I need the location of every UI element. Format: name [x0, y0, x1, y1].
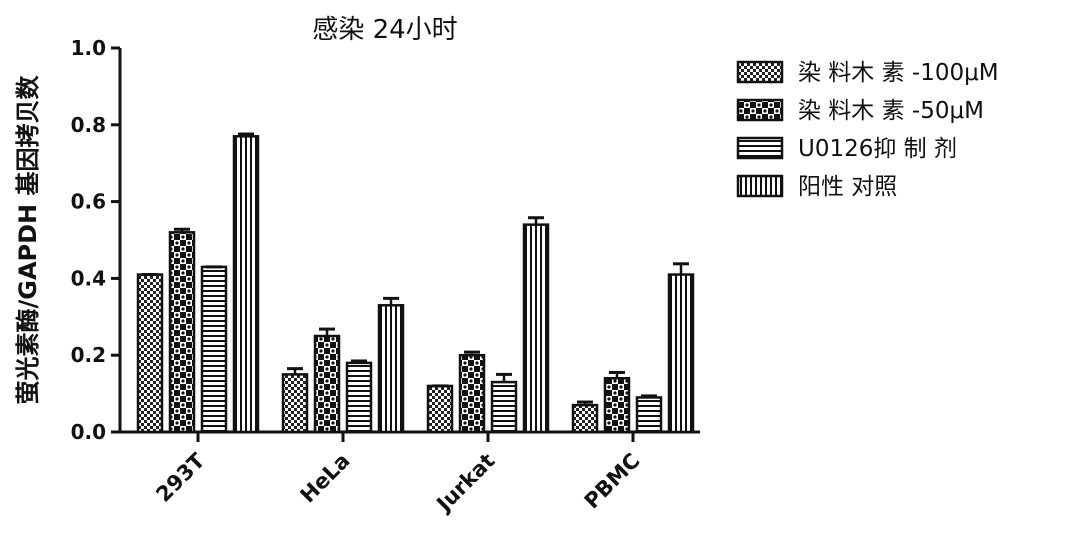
legend-label: U0126抑 制 剂 — [798, 136, 957, 162]
legend-swatch — [736, 98, 784, 122]
bar — [168, 231, 196, 434]
bar — [458, 353, 486, 434]
x-tick-label: HeLa — [296, 449, 355, 508]
legend-label: 阳性 对照 — [798, 174, 897, 200]
bar — [345, 361, 373, 434]
legend-label: 染 料木 素 -50μM — [798, 98, 984, 124]
y-tick-label: 0.8 — [71, 113, 106, 137]
y-tick-label: 0.2 — [71, 343, 106, 367]
bars — [136, 132, 695, 434]
bar — [232, 135, 260, 434]
bar — [667, 273, 695, 434]
bar — [603, 376, 631, 434]
bar — [281, 373, 309, 434]
bar — [571, 403, 599, 434]
bar — [200, 265, 228, 434]
chart-title: 感染 24小时 — [312, 15, 457, 45]
legend-label: 染 料木 素 -100μM — [798, 60, 999, 86]
x-tick-label: PBMC — [580, 449, 645, 514]
y-tick-label: 0.0 — [71, 420, 106, 444]
legend: 染 料木 素 -100μM 染 料木 素 -50μM U0126抑 制 剂阳性 对照 — [736, 60, 999, 200]
bar — [426, 384, 454, 434]
bar — [313, 334, 341, 434]
legend-swatch — [736, 60, 784, 84]
axes: 0.0 0.2 0.4 0.6 0.8 1.0 293T HeLa Jurkat PBMC — [71, 36, 700, 517]
y-axis-label: 萤光素酶/GAPDH 基因拷贝数 — [14, 75, 42, 405]
x-tick-label: Jurkat — [431, 449, 500, 518]
legend-swatch — [736, 174, 784, 198]
bar — [377, 304, 405, 434]
bar — [136, 273, 164, 434]
y-tick-label: 1.0 — [71, 36, 106, 60]
bar — [635, 396, 663, 434]
y-tick-label: 0.6 — [71, 190, 106, 214]
legend-swatch — [736, 136, 784, 160]
bar — [522, 223, 550, 434]
x-tick-label: 293T — [151, 448, 210, 507]
y-tick-label: 0.4 — [71, 266, 106, 290]
bar — [490, 380, 518, 434]
